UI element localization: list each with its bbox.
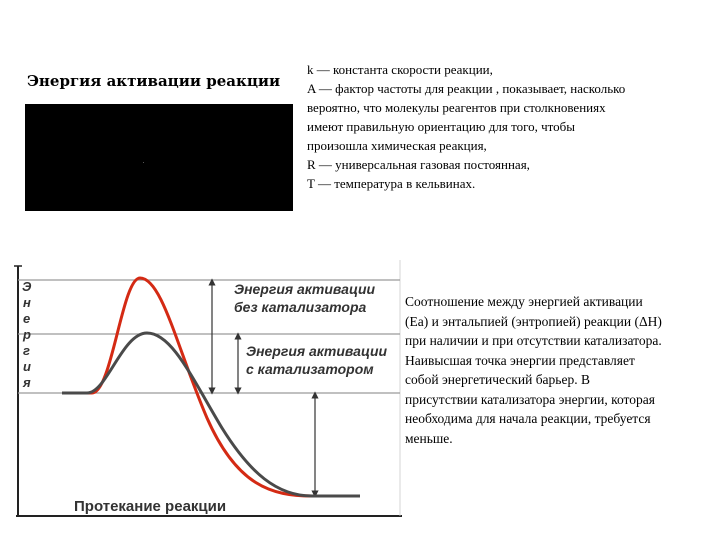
y-axis-letter: г bbox=[23, 343, 30, 358]
y-axis-letter: я bbox=[22, 375, 31, 390]
y-axis-letter: р bbox=[22, 327, 31, 342]
black-image-placeholder bbox=[25, 104, 293, 211]
definition-line: произошла химическая реакция, bbox=[307, 138, 487, 153]
label-uncatalyzed-line2: без катализатора bbox=[234, 299, 367, 315]
description-block: Соотношение между энергией активации (Ea… bbox=[405, 292, 717, 448]
definition-line: имеют правильную ориентацию для того, чт… bbox=[307, 119, 575, 134]
definition-line: вероятно, что молекулы реагентов при сто… bbox=[307, 100, 606, 115]
description-line: собой энергетический барьер. В bbox=[405, 372, 590, 387]
label-catalyzed-line1: Энергия активации bbox=[246, 343, 388, 359]
label-uncatalyzed-line1: Энергия активации bbox=[234, 281, 376, 297]
description-line: присутствии катализатора энергии, котора… bbox=[405, 391, 655, 407]
description-line: меньше. bbox=[405, 430, 453, 446]
definition-line: A — фактор частоты для реакции , показыв… bbox=[307, 81, 626, 96]
description-line: при наличии и при отсутствии катализатор… bbox=[405, 333, 662, 348]
y-axis-letter: Э bbox=[22, 279, 32, 294]
y-axis-letter: е bbox=[23, 311, 30, 326]
description-line: необходима для начала реакции, требуется bbox=[405, 411, 651, 426]
curve-uncatalyzed bbox=[62, 276, 360, 498]
description-line: Соотношение между энергией активации bbox=[405, 294, 643, 309]
description-line: (Ea) и энтальпией (энтропией) реакции (Δ… bbox=[405, 313, 662, 329]
curve-catalyzed bbox=[62, 331, 360, 498]
label-catalyzed-line2: с катализатором bbox=[246, 361, 374, 377]
slide-title: Энергия активации реакции bbox=[27, 72, 281, 90]
definition-line: k — константа скорости реакции, bbox=[307, 62, 493, 77]
definition-line: T — температура в кельвинах. bbox=[307, 176, 476, 191]
energy-diagram: Э н е р г и я Энергия активации без ката… bbox=[12, 258, 404, 520]
definitions-block: k — константа скорости реакции, A — факт… bbox=[307, 60, 717, 193]
description-line: Наивысшая точка энергии представляет bbox=[405, 352, 635, 368]
energy-diagram-svg: Э н е р г и я Энергия активации без ката… bbox=[14, 260, 402, 517]
image-speck bbox=[143, 162, 144, 163]
y-axis-letter: н bbox=[23, 295, 31, 310]
y-axis-letter: и bbox=[23, 359, 31, 374]
x-axis-label: Протекание реакции bbox=[74, 498, 226, 515]
definition-line: R — универсальная газовая постоянная, bbox=[307, 157, 530, 172]
